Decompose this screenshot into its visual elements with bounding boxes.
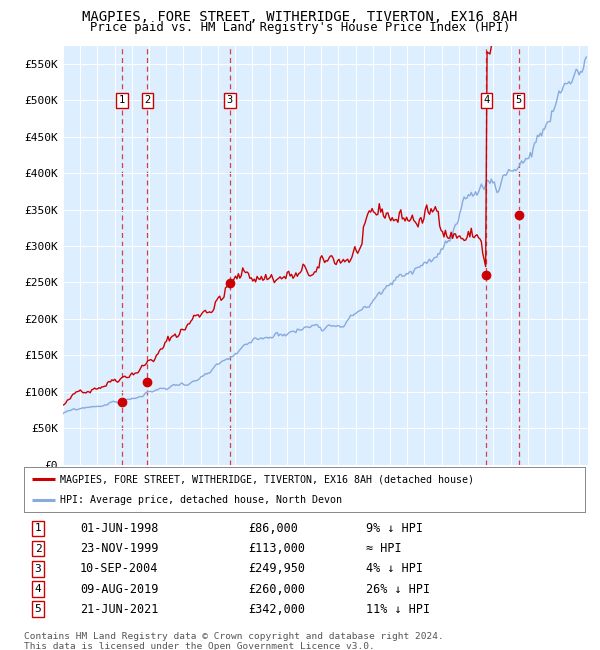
Text: 21-JUN-2021: 21-JUN-2021 bbox=[80, 603, 158, 616]
Text: 01-JUN-1998: 01-JUN-1998 bbox=[80, 522, 158, 535]
Text: £249,950: £249,950 bbox=[248, 562, 305, 575]
Text: 2: 2 bbox=[144, 95, 151, 105]
Text: £86,000: £86,000 bbox=[248, 522, 298, 535]
Text: 23-NOV-1999: 23-NOV-1999 bbox=[80, 542, 158, 555]
Text: £260,000: £260,000 bbox=[248, 582, 305, 595]
Text: 11% ↓ HPI: 11% ↓ HPI bbox=[366, 603, 430, 616]
Text: £342,000: £342,000 bbox=[248, 603, 305, 616]
Text: 5: 5 bbox=[515, 95, 522, 105]
Text: 4: 4 bbox=[35, 584, 41, 594]
Text: £113,000: £113,000 bbox=[248, 542, 305, 555]
Text: 10-SEP-2004: 10-SEP-2004 bbox=[80, 562, 158, 575]
Text: MAGPIES, FORE STREET, WITHERIDGE, TIVERTON, EX16 8AH (detached house): MAGPIES, FORE STREET, WITHERIDGE, TIVERT… bbox=[61, 474, 475, 484]
Text: 26% ↓ HPI: 26% ↓ HPI bbox=[366, 582, 430, 595]
Text: 3: 3 bbox=[35, 564, 41, 574]
Text: 1: 1 bbox=[119, 95, 125, 105]
Text: 3: 3 bbox=[227, 95, 233, 105]
Text: 1: 1 bbox=[35, 523, 41, 533]
Text: 4% ↓ HPI: 4% ↓ HPI bbox=[366, 562, 423, 575]
Text: HPI: Average price, detached house, North Devon: HPI: Average price, detached house, Nort… bbox=[61, 495, 343, 504]
Text: 9% ↓ HPI: 9% ↓ HPI bbox=[366, 522, 423, 535]
Text: MAGPIES, FORE STREET, WITHERIDGE, TIVERTON, EX16 8AH: MAGPIES, FORE STREET, WITHERIDGE, TIVERT… bbox=[82, 10, 518, 24]
Text: Contains HM Land Registry data © Crown copyright and database right 2024.
This d: Contains HM Land Registry data © Crown c… bbox=[24, 632, 444, 650]
Text: 4: 4 bbox=[484, 95, 490, 105]
Text: Price paid vs. HM Land Registry's House Price Index (HPI): Price paid vs. HM Land Registry's House … bbox=[90, 21, 510, 34]
Text: ≈ HPI: ≈ HPI bbox=[366, 542, 402, 555]
Text: 2: 2 bbox=[35, 543, 41, 554]
Text: 5: 5 bbox=[35, 604, 41, 614]
Text: 09-AUG-2019: 09-AUG-2019 bbox=[80, 582, 158, 595]
